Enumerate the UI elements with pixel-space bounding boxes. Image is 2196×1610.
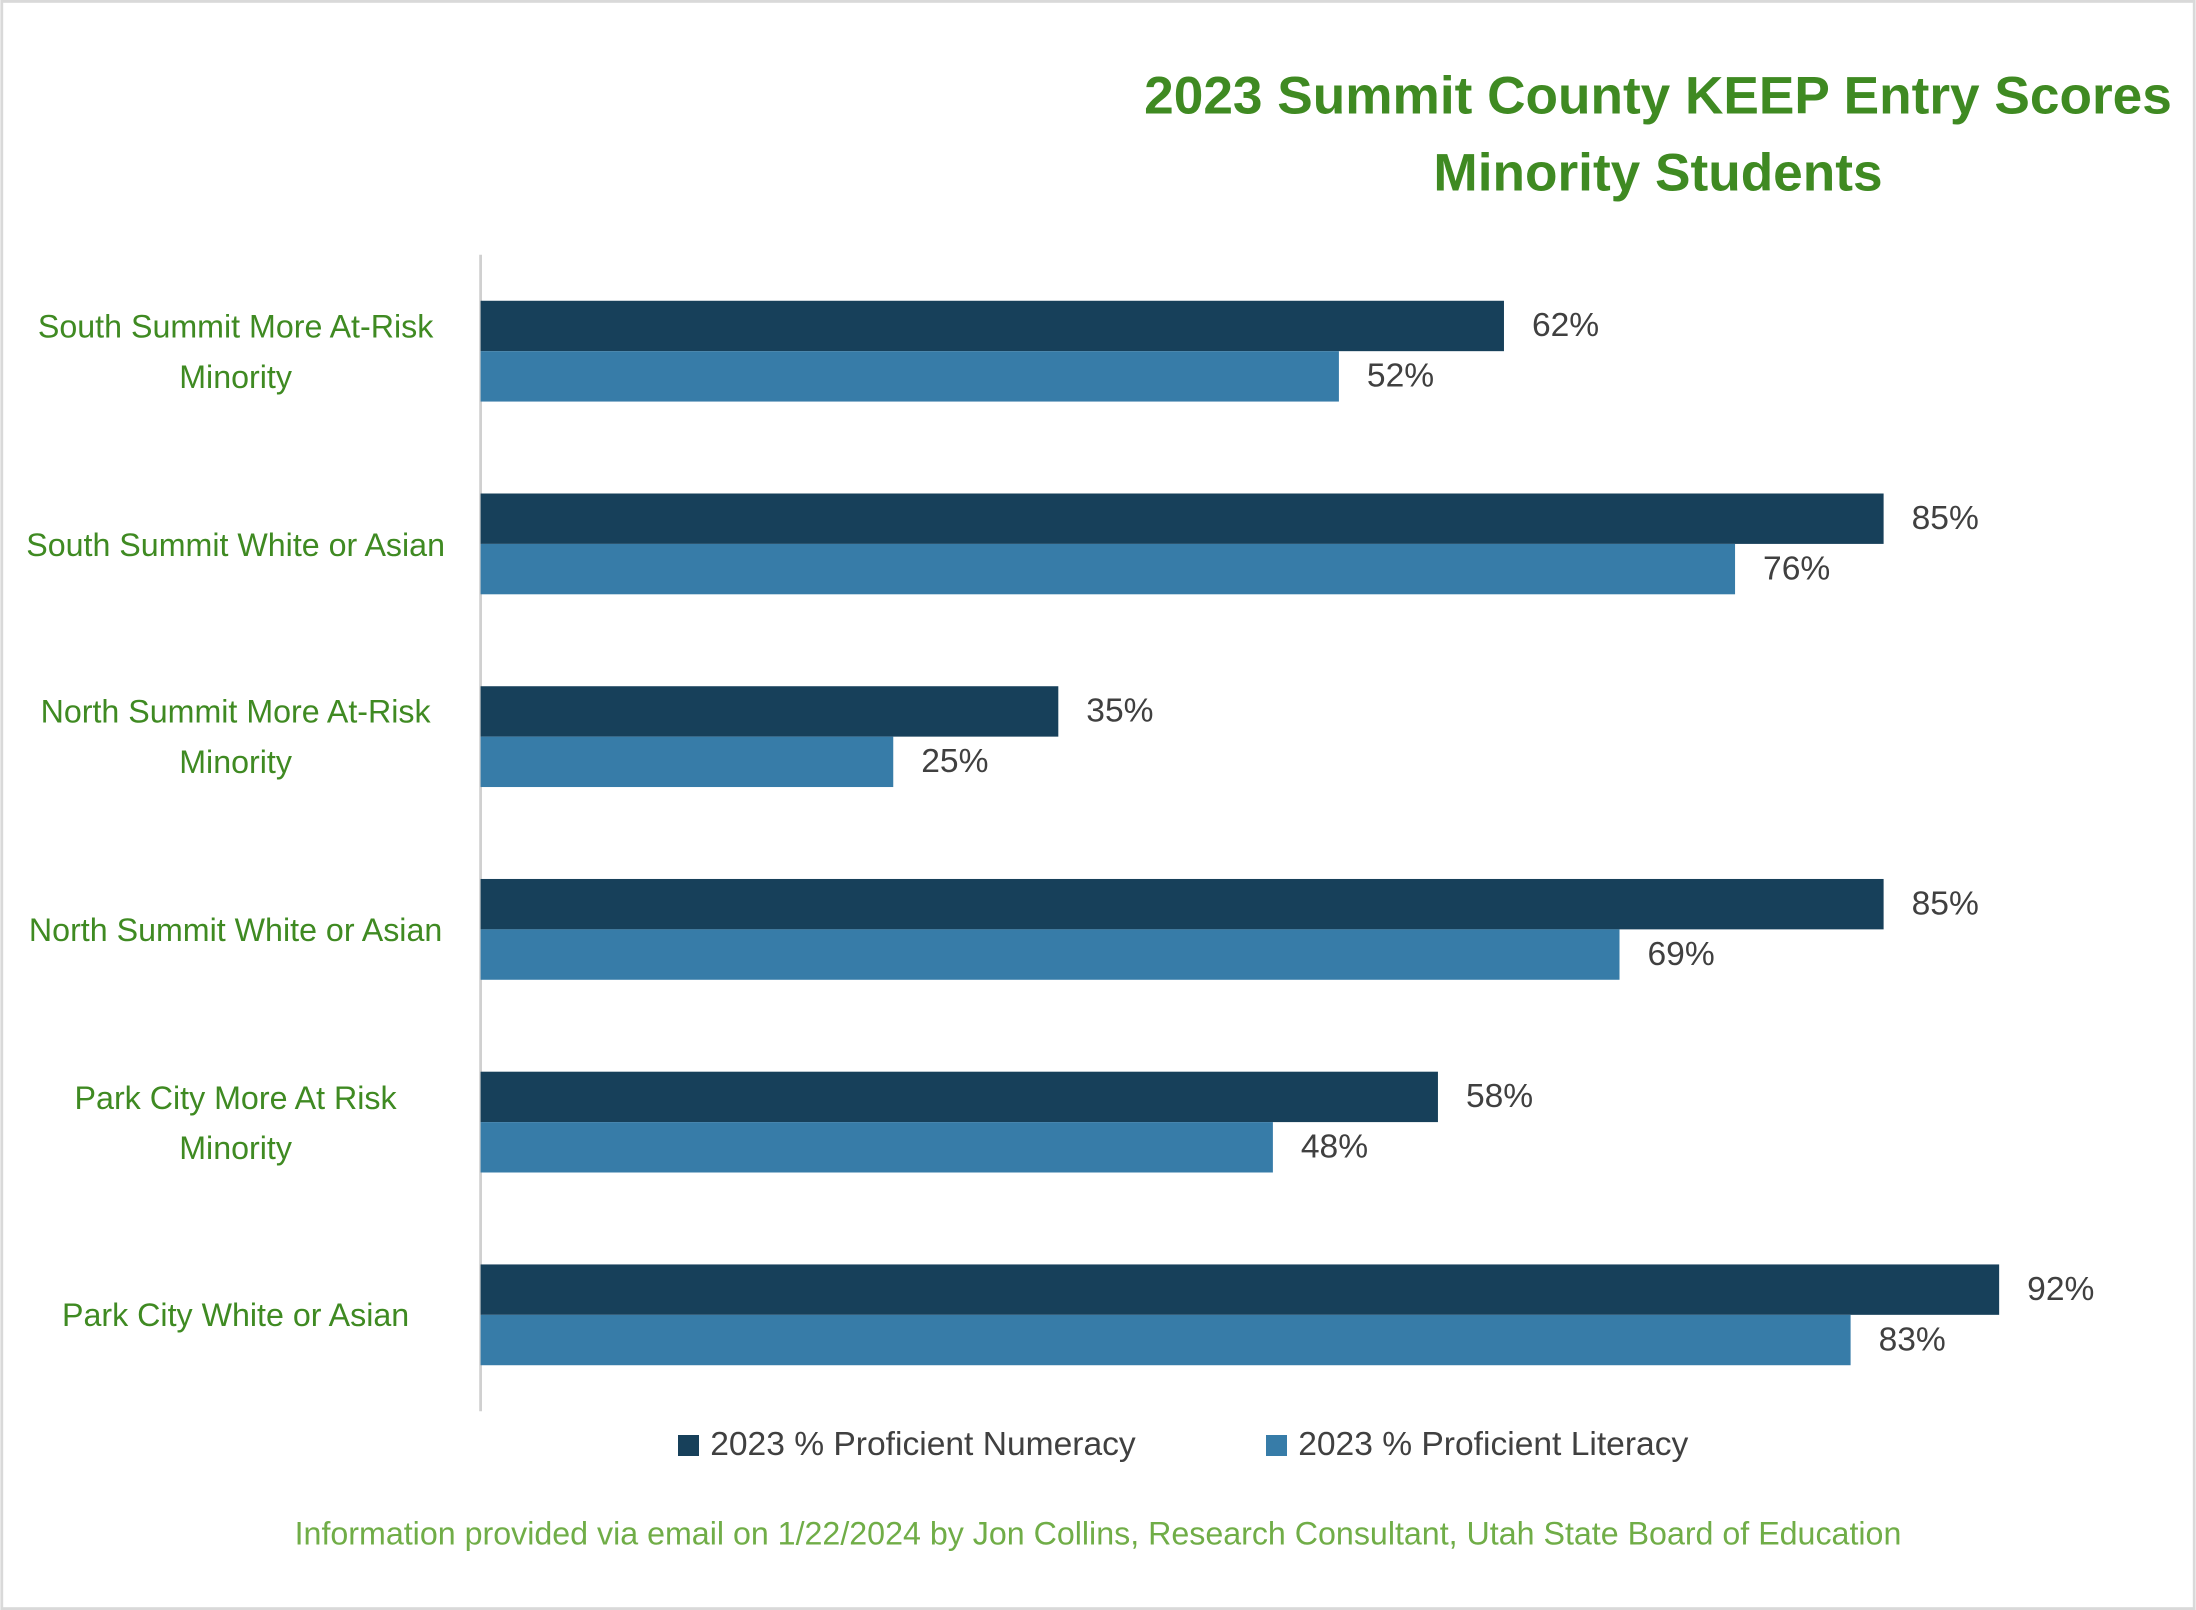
- chart-subtitle: Minority Students: [1433, 143, 1882, 202]
- legend-label: 2023 % Proficient Literacy: [1298, 1426, 1688, 1463]
- chart-title: 2023 Summit County KEEP Entry Scores: [1144, 66, 2172, 125]
- source-note: Information provided via email on 1/22/2…: [295, 1515, 1902, 1551]
- bar: [480, 543, 1736, 595]
- data-label: 35%: [1086, 693, 1153, 730]
- y-tick-label: Park City More At Risk Minority: [74, 1078, 397, 1166]
- category-label-box: North Summit More At-Risk Minority: [40, 693, 431, 781]
- data-label: 58%: [1466, 1078, 1533, 1115]
- data-label: 69%: [1648, 936, 1715, 973]
- legend-swatch: [1266, 1435, 1287, 1456]
- bar: [480, 493, 1884, 544]
- bar: [480, 736, 894, 788]
- data-label: 62%: [1532, 307, 1599, 344]
- y-tick-label: Park City White or Asian: [62, 1296, 410, 1334]
- category-label-box: North Summit White or Asian: [28, 911, 443, 948]
- bar: [480, 351, 1339, 402]
- y-tick-label: South Summit More At-Risk Minority: [37, 307, 434, 395]
- data-label: 52%: [1367, 358, 1434, 395]
- data-label: 85%: [1912, 885, 1979, 922]
- category-label-box: South Summit More At-Risk Minority: [37, 307, 434, 395]
- bar: [480, 1122, 1273, 1173]
- category-label-box: Park City White or Asian: [62, 1296, 410, 1334]
- category-label-box: South Summit White or Asian: [26, 525, 445, 563]
- y-tick-label: North Summit White or Asian: [28, 911, 443, 948]
- bar: [480, 300, 1504, 352]
- legend-label: 2023 % Proficient Numeracy: [710, 1426, 1136, 1463]
- data-label: 83%: [1879, 1321, 1946, 1358]
- data-label: 76%: [1763, 550, 1830, 587]
- data-label: 48%: [1301, 1129, 1368, 1166]
- data-label: 25%: [921, 743, 988, 780]
- bar: [480, 1071, 1438, 1123]
- bar: [480, 686, 1059, 737]
- data-label: 85%: [1912, 500, 1979, 537]
- bar: [480, 1264, 2000, 1315]
- y-tick-label: North Summit More At-Risk Minority: [40, 693, 431, 781]
- y-tick-label: South Summit White or Asian: [26, 525, 445, 563]
- legend-swatch: [678, 1435, 699, 1456]
- data-label: 92%: [2027, 1271, 2094, 1308]
- bar: [480, 929, 1620, 980]
- category-label-box: Park City More At Risk Minority: [74, 1078, 397, 1166]
- bar: [480, 1314, 1851, 1366]
- bar: [480, 878, 1884, 930]
